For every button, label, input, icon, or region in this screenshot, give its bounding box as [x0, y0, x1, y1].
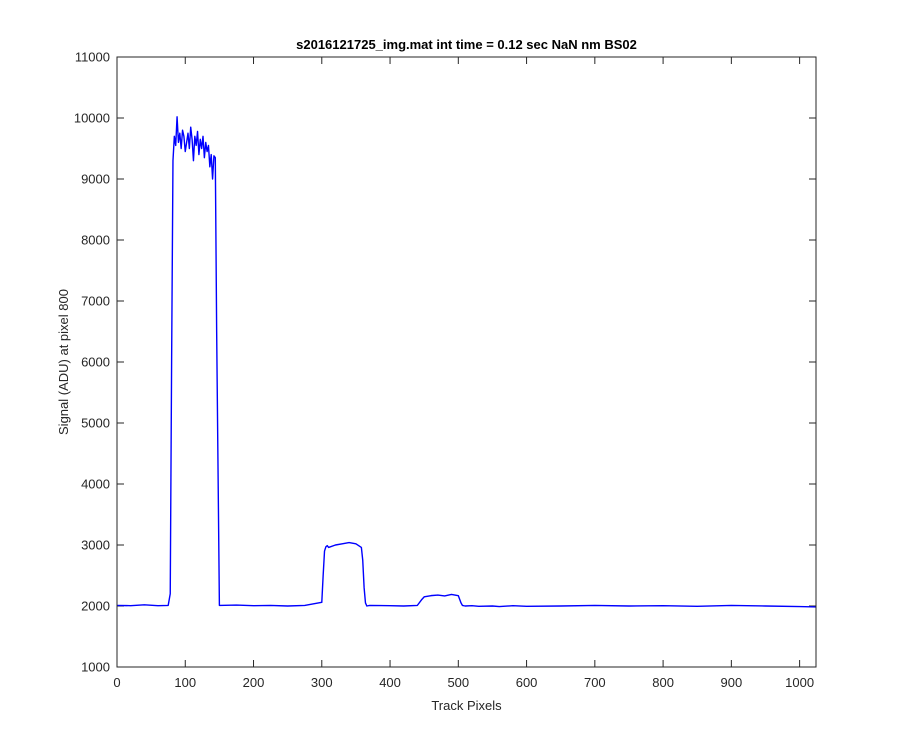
- y-axis-label: Signal (ADU) at pixel 800: [56, 289, 71, 435]
- y-tick-label: 4000: [81, 477, 110, 492]
- y-tick-label: 2000: [81, 599, 110, 614]
- x-tick-label: 700: [584, 675, 606, 690]
- y-tick-label: 7000: [81, 294, 110, 309]
- y-tick-label: 8000: [81, 233, 110, 248]
- x-tick-label: 900: [721, 675, 743, 690]
- x-tick-label: 200: [243, 675, 265, 690]
- y-tick-label: 1000: [81, 660, 110, 675]
- plot-frame: [116, 56, 817, 668]
- x-tick-label: 800: [652, 675, 674, 690]
- x-tick-label: 400: [379, 675, 401, 690]
- y-tick-label: 9000: [81, 172, 110, 187]
- y-tick-label: 5000: [81, 416, 110, 431]
- y-tick-label: 10000: [74, 111, 110, 126]
- series-line-0: [116, 116, 817, 608]
- x-tick-label: 300: [311, 675, 333, 690]
- x-tick-label: 100: [174, 675, 196, 690]
- chart-title: s2016121725_img.mat int time = 0.12 sec …: [296, 37, 637, 52]
- y-tick-label: 6000: [81, 355, 110, 370]
- x-tick-label: 600: [516, 675, 538, 690]
- y-tick-label: 11000: [75, 50, 110, 65]
- plot-area: [117, 57, 816, 667]
- y-tick-label: 3000: [81, 538, 110, 553]
- x-axis-label: Track Pixels: [431, 698, 502, 713]
- x-tick-label: 1000: [785, 675, 814, 690]
- x-tick-label: 500: [447, 675, 469, 690]
- x-tick-label: 0: [113, 675, 120, 690]
